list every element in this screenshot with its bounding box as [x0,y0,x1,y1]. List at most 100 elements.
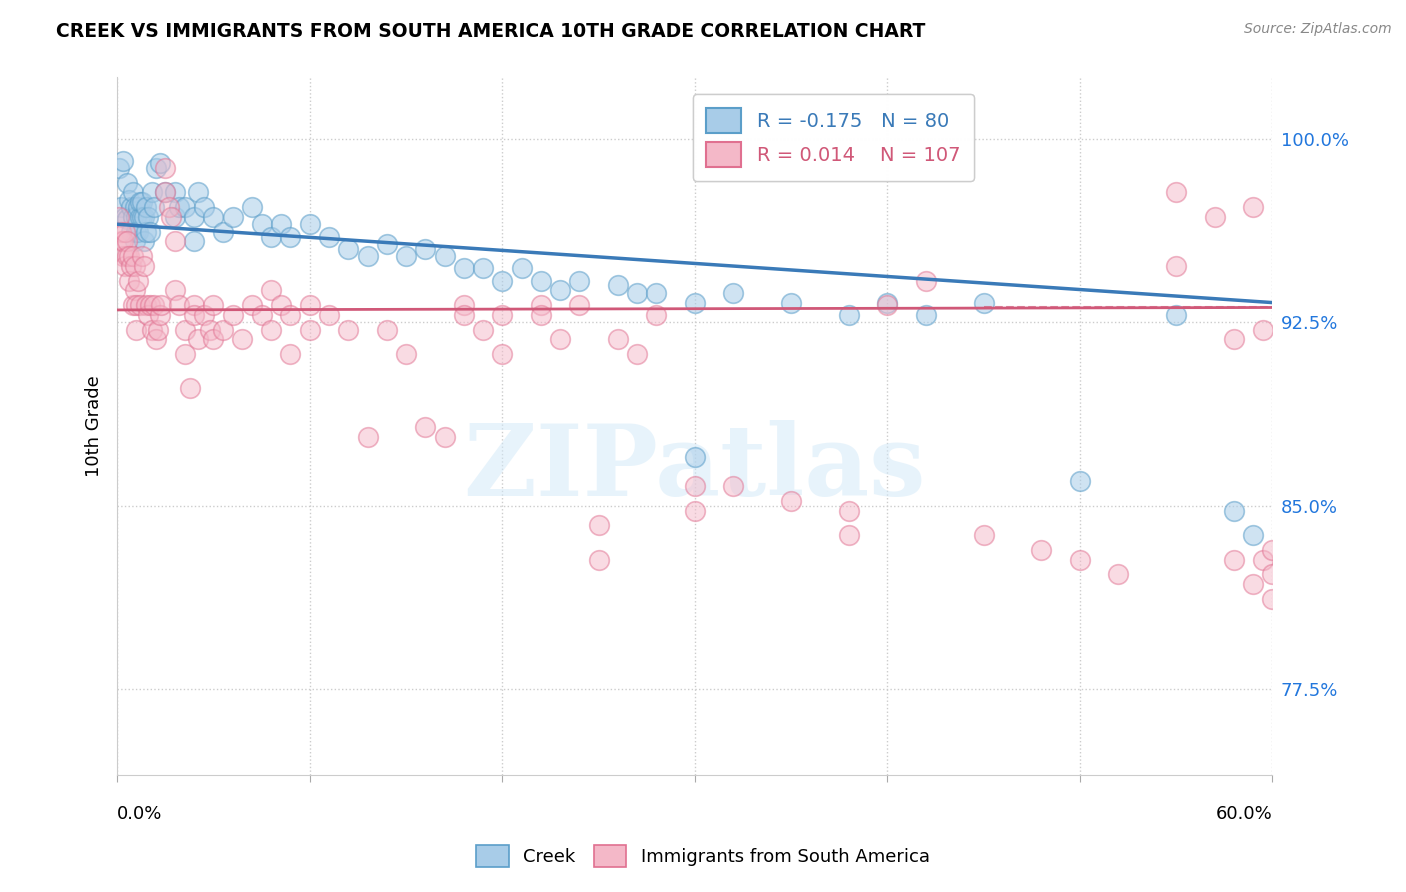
Point [626,347,648,361]
Point [973,295,995,310]
Point [115,176,138,190]
Text: ZIPatlas: ZIPatlas [464,419,927,516]
Point [1223,552,1246,566]
Point [167,298,190,312]
Point [973,528,995,542]
Point [1069,552,1091,566]
Point [136,308,159,322]
Point [395,249,418,263]
Point [111,153,134,168]
Point [114,210,136,224]
Point [148,308,170,322]
Point [155,161,177,175]
Point [260,229,283,244]
Point [134,210,156,224]
Point [626,285,648,300]
Point [1241,528,1264,542]
Point [375,236,398,251]
Text: 0.0%: 0.0% [117,805,163,823]
Point [139,298,162,312]
Point [142,298,165,312]
Point [163,235,186,249]
Point [110,200,132,214]
Point [145,332,167,346]
Point [270,217,292,231]
Point [1166,259,1188,273]
Point [163,284,186,298]
Point [146,322,169,336]
Point [375,322,398,336]
Point [1261,591,1284,606]
Point [606,332,628,346]
Point [413,242,436,256]
Point [114,259,136,273]
Point [1204,210,1226,224]
Point [193,308,215,322]
Text: Source: ZipAtlas.com: Source: ZipAtlas.com [1244,22,1392,37]
Point [125,210,148,224]
Point [356,430,378,444]
Point [298,217,321,231]
Point [683,450,706,464]
Point [155,186,177,200]
Point [183,235,205,249]
Point [1261,542,1284,557]
Point [120,200,142,214]
Point [187,332,209,346]
Point [530,298,553,312]
Point [145,161,167,175]
Point [1251,322,1274,336]
Point [125,298,148,312]
Point [179,381,201,395]
Point [124,235,146,249]
Point [134,259,156,273]
Point [187,186,209,200]
Point [915,308,938,322]
Point [155,186,177,200]
Point [568,274,591,288]
Point [491,308,513,322]
Point [163,186,186,200]
Point [876,295,898,310]
Point [129,210,152,224]
Point [111,235,134,249]
Point [683,479,706,493]
Point [127,274,149,288]
Point [280,347,302,361]
Point [110,235,132,249]
Point [121,210,143,224]
Point [135,200,157,214]
Point [588,518,610,533]
Point [139,225,162,239]
Point [1166,186,1188,200]
Point [124,200,146,214]
Point [231,332,253,346]
Point [780,493,803,508]
Point [131,249,153,263]
Point [472,261,495,276]
Point [838,528,860,542]
Point [198,322,221,336]
Point [136,210,159,224]
Point [193,200,215,214]
Point [120,259,142,273]
Point [606,278,628,293]
Point [548,284,571,298]
Point [124,259,146,273]
Point [163,210,186,224]
Point [115,212,138,227]
Point [915,274,938,288]
Point [124,284,146,298]
Point [433,249,456,263]
Point [222,210,245,224]
Point [337,242,360,256]
Point [1261,567,1284,582]
Point [183,210,205,224]
Point [120,225,142,239]
Point [129,195,152,210]
Point [318,308,340,322]
Point [568,298,591,312]
Point [202,210,225,224]
Legend: R = -0.175   N = 80, R = 0.014    N = 107: R = -0.175 N = 80, R = 0.014 N = 107 [693,95,974,181]
Point [548,332,571,346]
